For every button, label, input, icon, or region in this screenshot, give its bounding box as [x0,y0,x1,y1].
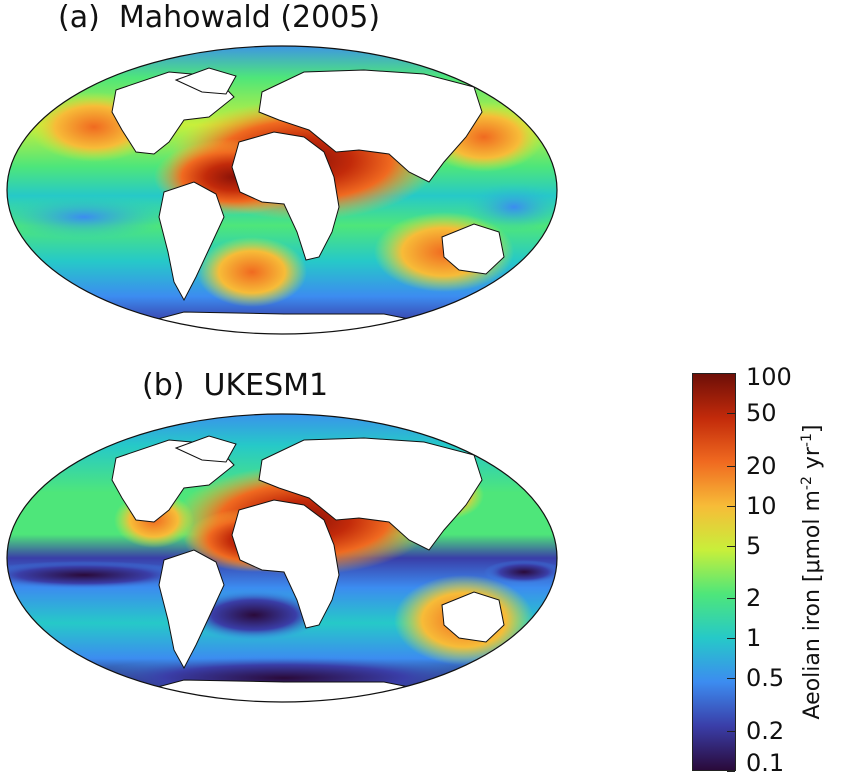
panel-b-tag: (b) [142,368,185,403]
colorbar-tick-mark [727,465,735,467]
colorbar-tick-label: 10 [746,491,777,520]
colorbar-tick-mark [727,731,735,733]
colorbar-tick-label: 50 [746,398,777,427]
panel-b-name: UKESM1 [203,368,329,403]
panel-a-title: (a) Mahowald (2005) [58,0,380,35]
panel-a-tag: (a) [58,0,100,35]
colorbar-label-mid: yr [800,447,826,477]
map-ukesm1 [6,413,558,703]
panel-a-name: Mahowald (2005) [118,0,381,35]
colorbar-tick-mark [727,678,735,680]
colorbar-tick-mark [727,598,735,600]
colorbar-label-end: ] [800,424,826,434]
colorbar-label-exp1: -2 [798,476,815,491]
colorbar-tick-mark [727,412,735,414]
colorbar-tick-label: 0.5 [746,664,785,693]
colorbar-tick-mark [727,505,735,507]
colorbar-tick-label: 5 [746,531,762,560]
colorbar-tick-label: 20 [746,451,777,480]
colorbar-tick-mark [727,638,735,640]
colorbar-tick-label: 100 [746,363,792,391]
colorbar-tick-mark [727,545,735,547]
colorbar-tick-mark [727,373,735,374]
colorbar-tick-label: 2 [746,584,762,613]
colorbar-tick-label: 0.2 [746,717,785,746]
map-mahowald [6,45,558,335]
colorbar-tick-mark [727,771,735,772]
colorbar-tick-label: 1 [746,624,762,653]
colorbar-label-main: Aeolian iron [μmol m [800,490,826,720]
colorbar [692,373,736,771]
panel-b-title: (b) UKESM1 [142,368,328,403]
colorbar-label-exp2: -1 [798,433,815,448]
colorbar-tick-label: 0.1 [746,749,785,777]
